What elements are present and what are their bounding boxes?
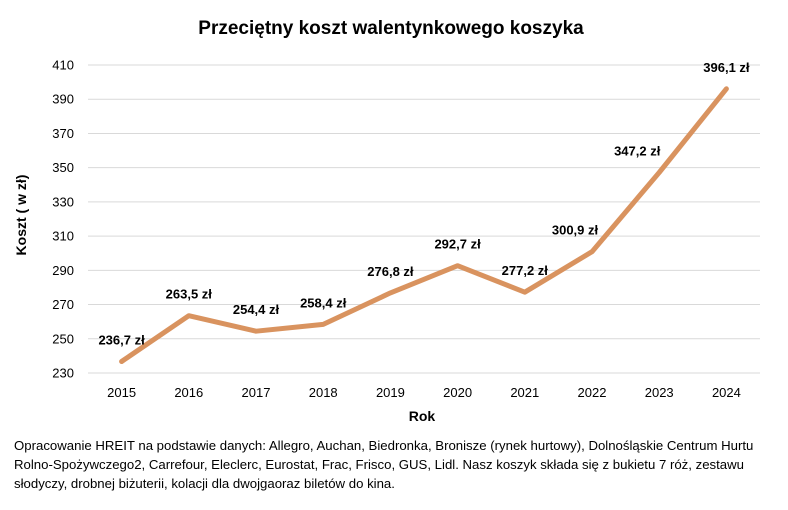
data-labels: 236,7 zł 263,5 zł 254,4 zł 258,4 zł 276,8 zł… [98, 60, 749, 348]
x-tick-label: 2023 [645, 385, 674, 400]
data-label: 276,8 zł [367, 264, 414, 279]
data-label: 300,9 zł [552, 223, 599, 238]
chart-title: Przeciętny koszt walentynkowego koszyka [198, 18, 584, 39]
data-label: 396,1 zł [703, 60, 750, 75]
x-tick-label: 2020 [443, 385, 472, 400]
x-tick-label: 2021 [510, 385, 539, 400]
y-axis-label: Koszt ( w zł) [13, 175, 29, 256]
data-label: 263,5 zł [166, 287, 213, 302]
y-tick-label: 290 [52, 263, 74, 278]
series-line [119, 86, 729, 364]
data-label: 236,7 zł [98, 333, 145, 348]
data-label: 254,4 zł [233, 302, 280, 317]
y-tick-label: 370 [52, 126, 74, 141]
gridlines [88, 64, 760, 374]
x-tick-label: 2024 [712, 385, 741, 400]
y-tick-label: 230 [52, 366, 74, 381]
x-axis-ticks: 2015 2016 2017 2018 2019 2020 2021 2022 2023 2024 [107, 385, 741, 400]
y-tick-label: 250 [52, 331, 74, 346]
y-tick-label: 390 [52, 92, 74, 107]
data-label: 258,4 zł [300, 295, 347, 310]
x-axis-label: Rok [409, 408, 436, 424]
series-line-group [119, 86, 729, 364]
x-tick-label: 2017 [242, 385, 271, 400]
y-tick-label: 350 [52, 160, 74, 175]
y-tick-label: 410 [52, 58, 74, 73]
y-tick-label: 330 [52, 194, 74, 209]
y-axis-ticks: 230 250 270 290 310 330 350 370 390 410 [52, 58, 74, 381]
data-label: 277,2 zł [502, 263, 549, 278]
line-chart: Przeciętny koszt walentynkowego koszyka … [13, 18, 760, 424]
y-tick-label: 270 [52, 297, 74, 312]
x-tick-label: 2015 [107, 385, 136, 400]
x-tick-label: 2019 [376, 385, 405, 400]
data-label: 347,2 zł [614, 143, 661, 158]
x-tick-label: 2018 [309, 385, 338, 400]
data-label: 292,7 zł [434, 237, 481, 252]
x-tick-label: 2016 [174, 385, 203, 400]
x-tick-label: 2022 [578, 385, 607, 400]
y-tick-label: 310 [52, 229, 74, 244]
source-note: Opracowanie HREIT na podstawie danych: A… [14, 438, 754, 491]
